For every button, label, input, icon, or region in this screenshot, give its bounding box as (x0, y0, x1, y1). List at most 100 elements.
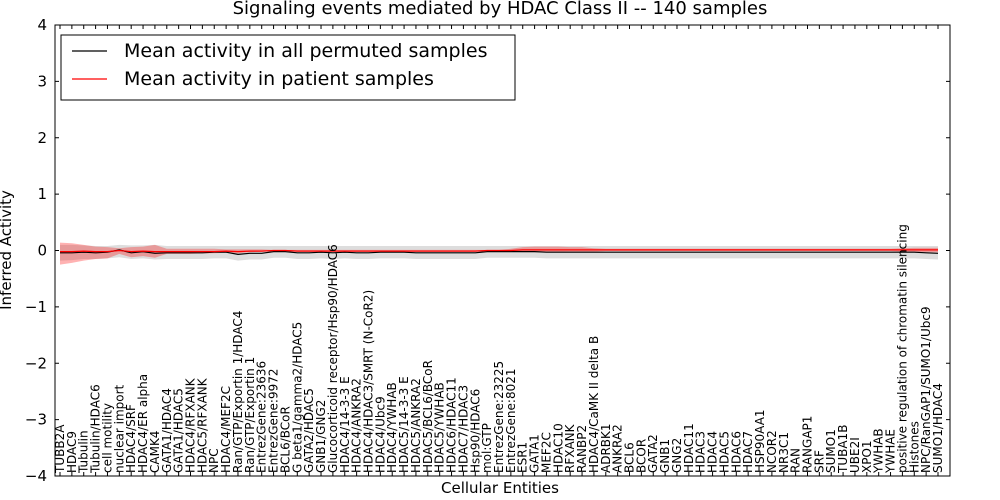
x-category-label: TUBB2A (53, 424, 67, 474)
x-category-label: nuclear import (112, 384, 126, 473)
x-category-label: Tubulin/HDAC6 (89, 384, 103, 474)
y-tick-label: 0 (37, 242, 47, 260)
x-category-label: ANKRA2 (611, 424, 625, 473)
x-category-label: HDAC4/CaMK II delta B (587, 336, 601, 473)
legend-label-permuted: Mean activity in all permuted samples (124, 40, 487, 62)
x-category-label: SUMO1 (824, 429, 838, 473)
legend: Mean activity in all permuted samples Me… (60, 34, 516, 101)
x-category-label: YWHAE (884, 429, 898, 474)
x-category-label: HDAC4/YWHAB (385, 382, 399, 473)
x-category-label: HDAC4/SRF (124, 404, 138, 473)
x-category-label: NCOR2 (765, 430, 779, 473)
x-category-label: NPC (207, 448, 221, 473)
y-axis-ticks: 4 3 2 1 0 −1 −2 −3 −4 (25, 16, 950, 485)
x-category-label: HDAC6 (729, 431, 743, 473)
y-tick-label: 1 (37, 185, 47, 203)
y-tick-label: 2 (37, 129, 47, 147)
x-category-label: HDAC4/HDAC3/SMRT (N-CoR2) (362, 290, 376, 473)
x-category-label: mol:GTP (480, 423, 494, 473)
x-category-label: cell motility (101, 403, 115, 473)
x-category-label: YWHAB (872, 428, 886, 474)
x-category-label: GATA1/HDAC5 (172, 388, 186, 473)
y-tick-label: −1 (25, 298, 47, 316)
legend-label-patient: Mean activity in patient samples (124, 68, 434, 90)
x-category-label: EntrezGene:9972 (267, 369, 281, 474)
x-category-label: HDAC4/MEF2C (219, 386, 233, 473)
y-axis-label: Inferred Activity (0, 190, 15, 310)
x-category-label: HDAC4/ANKRA2 (350, 378, 364, 473)
y-tick-label: 3 (37, 72, 47, 90)
x-category-label: HDAC4 (706, 431, 720, 473)
x-category-label: HDAC4/RFXANK (184, 377, 198, 473)
x-category-label: HDAC7 (741, 431, 755, 473)
x-category-label: EntrezGene:23225 (492, 361, 506, 473)
y-tick-label: −4 (25, 467, 47, 485)
x-category-label: HDAC5/ANKRA2 (409, 378, 423, 473)
chart-title: Signaling events mediated by HDAC Class … (233, 0, 768, 19)
x-category-label: SUMO1/HDAC4 (931, 383, 945, 473)
x-category-label: GNB1 (658, 439, 672, 473)
x-category-label: RANGAP1 (801, 416, 815, 473)
x-category-label: NPC/RanGAP1/SUMO1/Ubc9 (919, 306, 933, 473)
x-category-label: MEF2C (540, 432, 554, 473)
x-category-label: HDAC6/HDAC11 (445, 377, 459, 473)
legend-box (60, 34, 516, 101)
x-category-label: GATA1/HDAC4 (160, 388, 174, 473)
x-category-label: Tubulin (77, 430, 91, 474)
x-category-label: BCL6 (623, 442, 637, 473)
x-category-label: ESR1 (516, 442, 530, 473)
x-category-label: EntrezGene:23636 (255, 361, 269, 473)
x-category-label: ADRBK1 (599, 423, 613, 473)
x-category-label: HDAC4/Ubc9 (373, 396, 387, 473)
x-category-label: HDAC5 (717, 431, 731, 473)
line-permuted-mean (60, 249, 939, 256)
x-category-label: BCOR (634, 439, 648, 473)
x-category-label: HDAC4/14-3-3 E (338, 376, 352, 473)
confidence-bands (60, 242, 938, 265)
x-category-label: GNB1/GNG2 (314, 400, 328, 473)
x-category-label: HDAC11 (682, 423, 696, 473)
x-category-label: HDAC5/14-3-3 E (397, 376, 411, 473)
x-category-label: Ran/GTP/Exportin 1 (243, 357, 257, 473)
x-category-label: HDAC4/ER alpha (136, 374, 150, 473)
x-axis-label: Cellular Entities (441, 479, 559, 497)
x-category-label: HDAC5/BCL6/BCoR (421, 360, 435, 473)
x-category-label: HDAC10 (551, 423, 565, 473)
x-category-label: Glucocorticoid receptor/Hsp90/HDAC6 (326, 244, 340, 473)
x-category-label: RANBP2 (575, 425, 589, 473)
x-category-label: GATA2/HDAC5 (302, 388, 316, 473)
x-category-label: UBE2I (848, 437, 862, 473)
x-category-label: HDAC3 (694, 431, 708, 473)
x-axis-ticks (59, 25, 939, 476)
x-category-label: RAN (789, 448, 803, 473)
x-category-label: EntrezGene:8021 (504, 369, 518, 474)
y-tick-label: −3 (25, 411, 47, 429)
y-tick-label: −2 (25, 354, 47, 372)
line-patient-mean (60, 249, 938, 253)
x-category-label: XPO1 (860, 440, 874, 473)
series-lines (60, 249, 939, 256)
x-category-label: GNG2 (670, 438, 684, 473)
x-category-label: HDAC9 (65, 431, 79, 473)
x-category-label: G beta1/gamma2/HDAC5 (290, 322, 304, 473)
x-category-label: NR3C1 (777, 432, 791, 473)
x-category-label: GATA1 (528, 434, 542, 473)
x-category-label: HSP90AA1 (753, 409, 767, 473)
x-category-label: BCL6/BCoR (278, 406, 292, 473)
x-category-label: TUBA1B (836, 425, 850, 474)
x-category-label: Ran/GTP/Exportin 1/HDAC4 (231, 311, 245, 473)
x-category-label: positive regulation of chromatin silenci… (895, 224, 909, 473)
x-category-label: SRF (812, 450, 826, 473)
band-permuted (60, 244, 938, 261)
x-category-label: HDAC5/RFXANK (195, 377, 209, 473)
y-tick-label: 4 (37, 16, 47, 34)
x-category-label: GATA2 (646, 434, 660, 473)
x-category-label: HDAC7/HDAC3 (456, 385, 470, 473)
x-category-label: HDAC5/YWHAB (433, 382, 447, 473)
x-category-label: Hsp90/HDAC6 (468, 389, 482, 473)
x-category-label: Histones (907, 421, 921, 473)
x-category-label: CAMK4 (148, 431, 162, 473)
x-category-label: RFXANK (563, 423, 577, 473)
